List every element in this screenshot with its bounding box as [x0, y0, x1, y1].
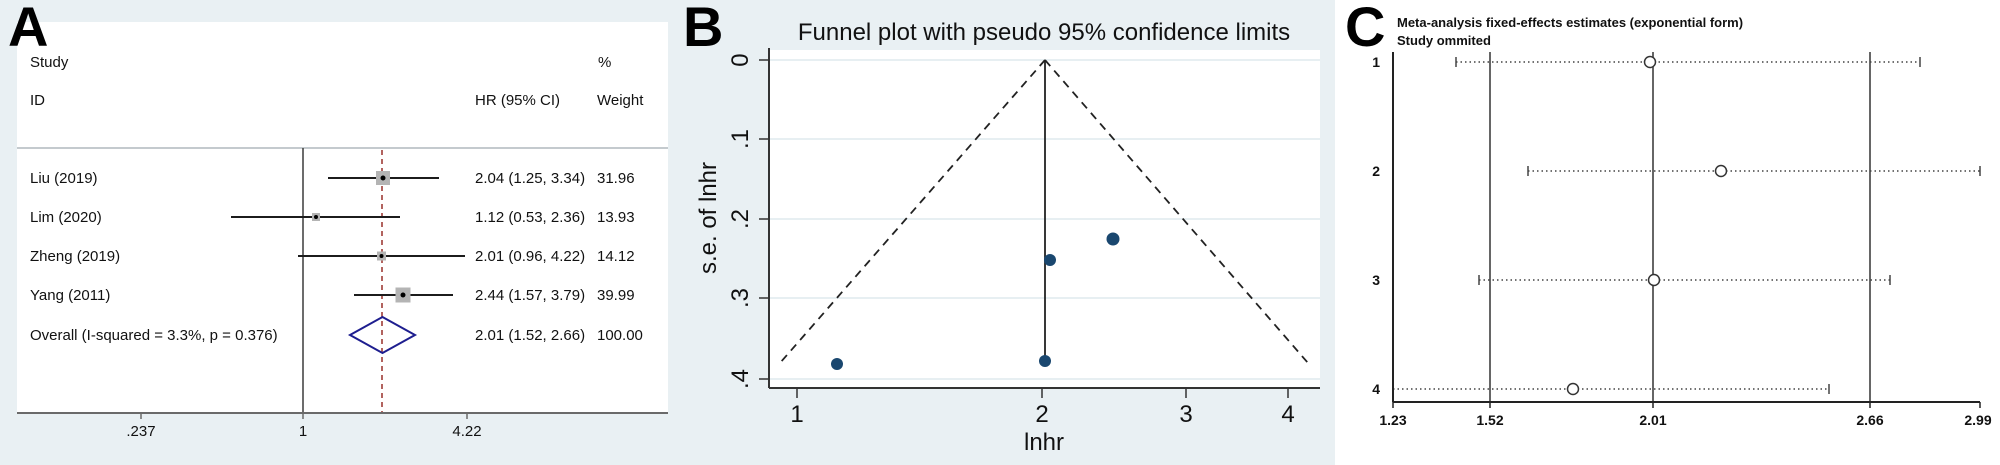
- funnel-points: [831, 232, 1120, 370]
- funnel-point-liu: [1044, 254, 1056, 266]
- sensitivity-row-2: 2: [1372, 163, 1981, 179]
- x-tick-label: 1.52: [1476, 412, 1503, 428]
- point-estimate-dot: [400, 292, 406, 298]
- sensitivity-title-line2: Study ommited: [1397, 33, 1491, 48]
- forest-header-percent: %: [598, 54, 611, 71]
- y-tick-label: .3: [727, 288, 754, 308]
- forest-row-zheng: Zheng (2019) 2.01 (0.96, 4.22) 14.12: [30, 248, 635, 265]
- estimate-circle: [1643, 55, 1657, 69]
- weight-text: 14.12: [597, 248, 635, 265]
- sensitivity-title-line1: Meta-analysis fixed-effects estimates (e…: [1397, 15, 1743, 30]
- panel-c-sensitivity-plot: C Meta-analysis fixed-effects estimates …: [1345, 0, 1992, 428]
- row-label: 1: [1372, 54, 1380, 70]
- x-tick-label: 3: [1179, 401, 1192, 428]
- x-tick-label: 2.99: [1964, 412, 1991, 428]
- panel-b-letter: B: [683, 0, 723, 58]
- weight-text: 39.99: [597, 287, 635, 304]
- row-label: 2: [1372, 163, 1380, 179]
- forest-row-liu: Liu (2019) 2.04 (1.25, 3.34) 31.96: [30, 170, 635, 187]
- point-estimate-dot: [380, 175, 386, 181]
- study-label: Lim (2020): [30, 209, 102, 226]
- x-tick-label: 2: [1035, 401, 1048, 428]
- row-label: 4: [1372, 381, 1380, 397]
- estimate-circle: [1647, 273, 1661, 287]
- forest-header-weight: Weight: [597, 92, 644, 109]
- forest-header-study: Study: [30, 54, 69, 71]
- point-estimate-dot: [379, 254, 384, 258]
- funnel-y-ticks: 0 .1 .2 .3 .4: [727, 53, 769, 389]
- funnel-point-zheng: [1039, 355, 1051, 367]
- forest-x-tick-label: 4.22: [452, 423, 481, 440]
- weight-text: 13.93: [597, 209, 635, 226]
- panel-c-background: [1335, 0, 2000, 465]
- panel-a-letter: A: [8, 0, 48, 58]
- y-tick-label: .2: [727, 209, 754, 229]
- x-tick-label: 2.66: [1856, 412, 1883, 428]
- funnel-title: Funnel plot with pseudo 95% confidence l…: [798, 19, 1290, 46]
- forest-header-hr-ci: HR (95% CI): [475, 92, 560, 109]
- x-tick-label: 4: [1281, 401, 1294, 428]
- forest-x-tick-label: 1: [299, 423, 307, 440]
- overall-label: Overall (I-squared = 3.3%, p = 0.376): [30, 327, 278, 344]
- funnel-point-yang: [1106, 232, 1120, 246]
- panel-b-funnel-plot: B Funnel plot with pseudo 95% confidence…: [683, 0, 1320, 456]
- hr-ci-text: 2.01 (0.96, 4.22): [475, 248, 585, 265]
- hr-ci-text: 2.44 (1.57, 3.79): [475, 287, 585, 304]
- study-label: Liu (2019): [30, 170, 98, 187]
- hr-ci-text: 2.04 (1.25, 3.34): [475, 170, 585, 187]
- panel-a-forest-plot: A Study ID % HR (95% CI) Weight Liu (201…: [8, 0, 668, 440]
- sensitivity-row-1: 1: [1372, 54, 1921, 70]
- row-label: 3: [1372, 272, 1380, 288]
- y-tick-label: .1: [727, 129, 754, 149]
- x-tick-label: 1.23: [1379, 412, 1406, 428]
- y-tick-label: .4: [727, 369, 754, 389]
- hr-ci-text: 1.12 (0.53, 2.36): [475, 209, 585, 226]
- funnel-x-axis-label: lnhr: [1024, 429, 1064, 456]
- study-label: Yang (2011): [30, 287, 110, 304]
- overall-diamond: [347, 315, 418, 355]
- estimate-circle: [1566, 382, 1580, 396]
- funnel-point-lim: [831, 358, 843, 370]
- forest-header-id: ID: [30, 92, 45, 109]
- forest-row-overall: Overall (I-squared = 3.3%, p = 0.376) 2.…: [30, 315, 643, 355]
- weight-text: 31.96: [597, 170, 635, 187]
- x-tick-label: 1: [790, 401, 803, 428]
- funnel-right-dashed-limit: [1044, 59, 1309, 364]
- y-tick-label: 0: [727, 53, 754, 66]
- forest-x-tick-label: .237: [126, 423, 155, 440]
- sensitivity-row-3: 3: [1372, 272, 1891, 288]
- funnel-y-axis-label: s.e. of lnhr: [695, 162, 722, 274]
- panel-c-letter: C: [1345, 0, 1385, 58]
- overall-weight-text: 100.00: [597, 327, 643, 344]
- sensitivity-row-4: 4: [1372, 381, 1830, 397]
- sensitivity-x-ticks: 1.23 1.52 2.01 2.66 2.99: [1379, 402, 1992, 428]
- funnel-x-ticks: 1 2 3 4: [790, 388, 1295, 428]
- x-tick-label: 2.01: [1639, 412, 1666, 428]
- forest-row-lim: Lim (2020) 1.12 (0.53, 2.36) 13.93: [30, 209, 635, 226]
- funnel-left-dashed-limit: [779, 59, 1046, 364]
- forest-row-yang: Yang (2011) 2.44 (1.57, 3.79) 39.99: [30, 287, 635, 304]
- point-estimate-dot: [314, 215, 318, 219]
- estimate-circle: [1714, 164, 1728, 178]
- overall-hr-ci-text: 2.01 (1.52, 2.66): [475, 327, 585, 344]
- study-label: Zheng (2019): [30, 248, 120, 265]
